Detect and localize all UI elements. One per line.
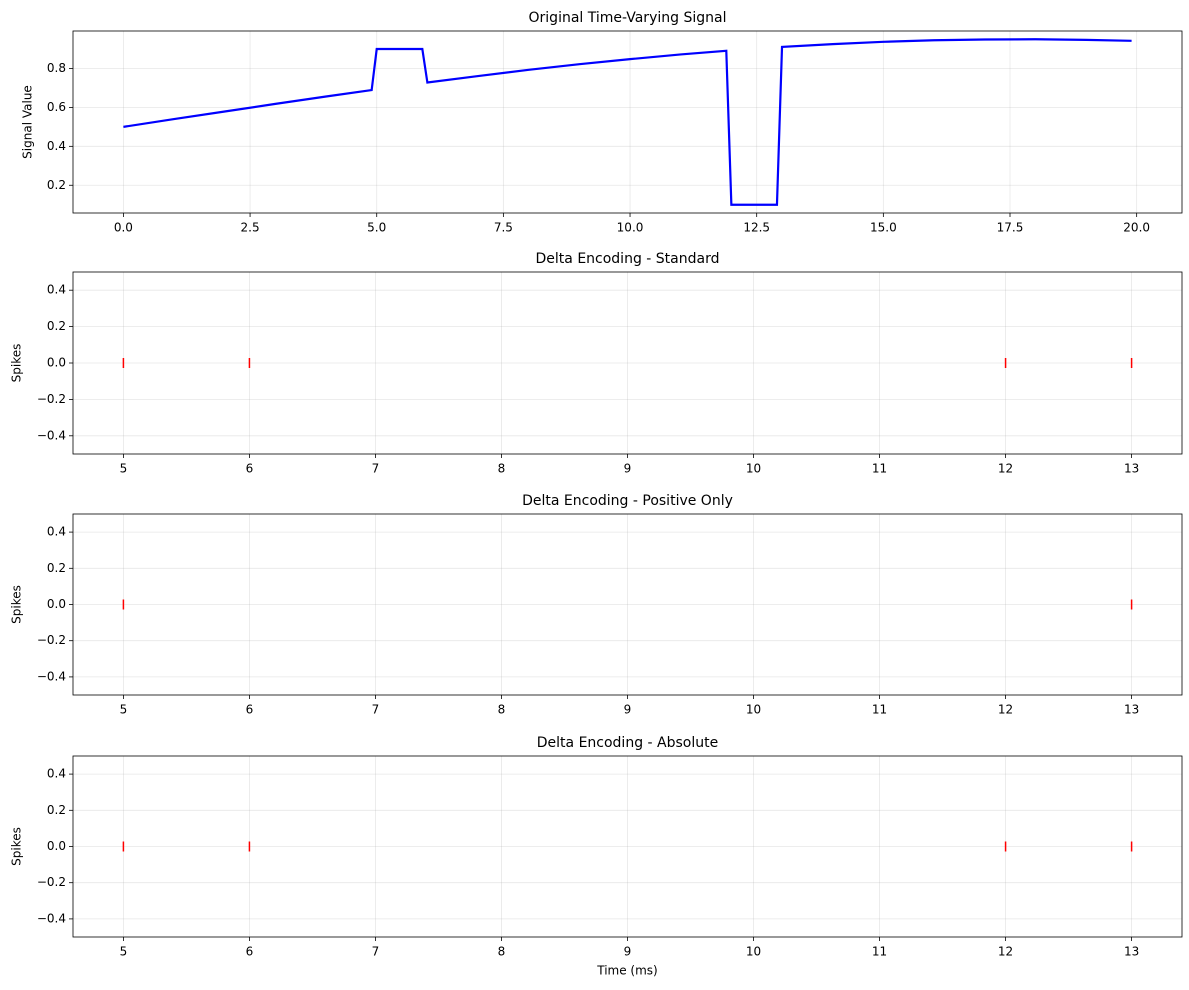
y-tick-label: 0.2 [47,561,66,575]
x-tick-label: 6 [246,462,254,476]
x-tick-label: 15.0 [870,221,897,235]
y-tick-label: −0.4 [37,669,66,683]
y-tick-label: 0.8 [47,61,66,75]
x-tick-label: 6 [246,703,254,717]
x-tick-label: 9 [624,945,632,959]
y-tick-label: 0.0 [47,597,66,611]
axes-frame [72,513,1183,696]
x-tick-label: 10 [746,462,761,476]
axes-frame [72,755,1183,938]
x-tick-label: 9 [624,462,632,476]
x-tick-label: 7 [372,703,380,717]
x-tick-label: 6 [246,945,254,959]
y-axis-label: Spikes [10,827,24,866]
x-axis-label: Time (ms) [596,964,658,978]
x-tick-label: 5 [120,703,128,717]
axes-frame [72,271,1183,455]
y-tick-label: 0.2 [47,319,66,333]
y-tick-label: −0.2 [37,392,66,406]
subplot-title: Original Time-Varying Signal [529,10,727,26]
x-tick-label: 9 [624,703,632,717]
axes-frame [72,30,1183,214]
x-tick-label: 12 [998,945,1013,959]
subplot-title: Delta Encoding - Positive Only [522,493,733,509]
x-tick-label: 12 [998,703,1013,717]
y-tick-label: 0.4 [47,139,66,153]
x-tick-label: 11 [872,703,887,717]
y-tick-label: 0.0 [47,839,66,853]
x-tick-label: 20.0 [1123,221,1150,235]
x-tick-label: 13 [1124,462,1139,476]
x-tick-label: 2.5 [241,221,260,235]
x-tick-label: 12 [998,462,1013,476]
x-tick-label: 13 [1124,703,1139,717]
y-tick-label: 0.6 [47,100,66,114]
x-tick-label: 7 [372,945,380,959]
y-tick-label: 0.4 [47,283,66,297]
x-tick-label: 0.0 [114,221,133,235]
y-axis-label: Signal Value [21,85,35,159]
x-tick-label: 7 [372,462,380,476]
y-tick-label: 0.2 [47,803,66,817]
subplot-title: Delta Encoding - Standard [536,251,720,267]
x-tick-label: 8 [498,945,506,959]
x-tick-label: 11 [872,462,887,476]
x-tick-label: 5.0 [367,221,386,235]
y-axis-label: Spikes [10,344,24,383]
subplot-title: Delta Encoding - Absolute [537,735,718,751]
x-tick-label: 10.0 [617,221,644,235]
y-tick-label: −0.2 [37,633,66,647]
x-tick-label: 17.5 [997,221,1024,235]
x-tick-label: 12.5 [743,221,770,235]
x-tick-label: 10 [746,945,761,959]
signal-line [123,38,1132,206]
x-tick-label: 11 [872,945,887,959]
x-tick-label: 10 [746,703,761,717]
x-tick-label: 8 [498,703,506,717]
x-tick-label: 8 [498,462,506,476]
y-tick-label: −0.4 [37,428,66,442]
y-tick-label: 0.0 [47,356,66,370]
y-axis-label: Spikes [10,585,24,624]
y-tick-label: 0.4 [47,525,66,539]
y-tick-label: 0.4 [47,767,66,781]
x-tick-label: 5 [120,945,128,959]
y-tick-label: −0.4 [37,911,66,925]
x-tick-label: 13 [1124,945,1139,959]
x-tick-label: 7.5 [494,221,513,235]
y-tick-label: 0.2 [47,178,66,192]
y-tick-label: −0.2 [37,875,66,889]
x-tick-label: 5 [120,462,128,476]
